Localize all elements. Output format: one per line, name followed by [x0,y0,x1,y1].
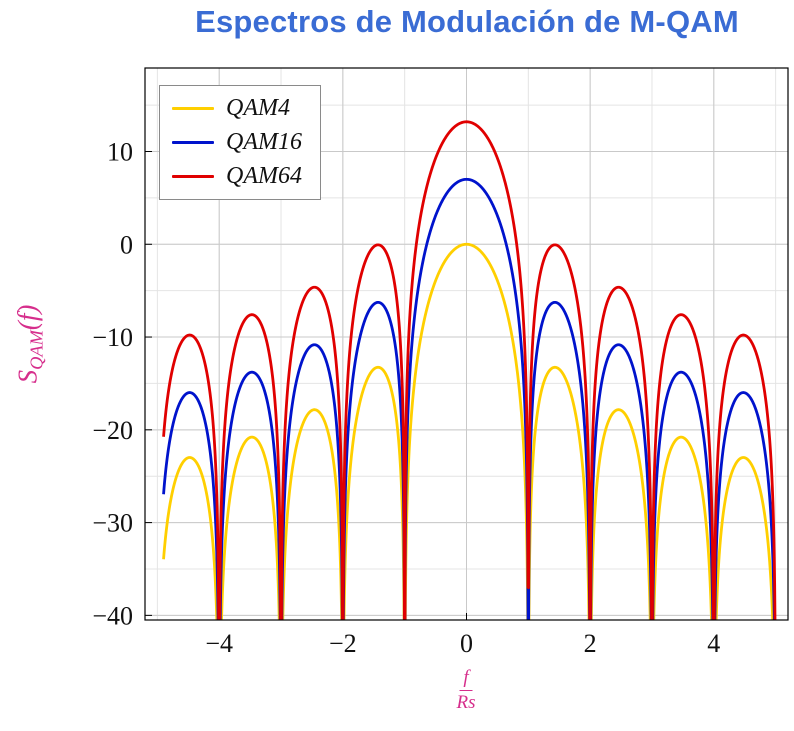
x-tick-label: 2 [584,629,597,658]
x-axis-label-numerator: f [459,666,473,691]
series-qam4 [162,242,775,620]
series-qam64 [162,120,777,620]
legend-line-sample [172,175,214,178]
x-tick-label: −4 [205,629,233,658]
legend: QAM4 QAM16 QAM64 [159,85,321,200]
legend-label: QAM16 [226,129,302,155]
x-axis-label-denominator: Rs [456,691,476,713]
series-qam16 [162,177,776,620]
legend-line-sample [172,107,214,110]
y-tick-label: 0 [120,230,133,259]
y-axis-label-sub: QAM [26,330,47,370]
y-tick-label: −40 [92,601,133,630]
y-axis-label: SQAM(f) [12,305,47,384]
x-axis-label: f Rs [455,666,478,715]
y-tick-label: −10 [92,323,133,352]
x-tick-label: −2 [329,629,357,658]
x-tick-label: 4 [707,629,720,658]
y-tick-label: −30 [92,509,133,538]
legend-label: QAM4 [226,95,290,121]
y-axis-label-base: S [12,369,43,384]
plot-frame [144,67,789,621]
y-axis-label-tail: (f) [12,304,43,331]
legend-item: QAM64 [172,163,302,190]
legend-label: QAM64 [226,163,302,189]
legend-line-sample [172,141,214,144]
y-tick-label: 10 [107,137,133,166]
legend-item: QAM16 [172,129,302,156]
x-tick-label: 0 [460,629,473,658]
y-tick-label: −20 [92,416,133,445]
legend-item: QAM4 [172,95,302,122]
tick-marks [145,150,715,620]
chart-title: Espectros de Modulación de M-QAM [195,4,739,39]
